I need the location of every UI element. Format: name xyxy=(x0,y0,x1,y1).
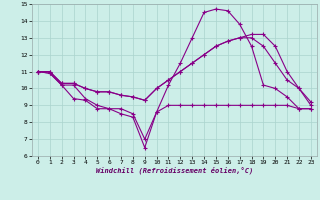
X-axis label: Windchill (Refroidissement éolien,°C): Windchill (Refroidissement éolien,°C) xyxy=(96,167,253,174)
